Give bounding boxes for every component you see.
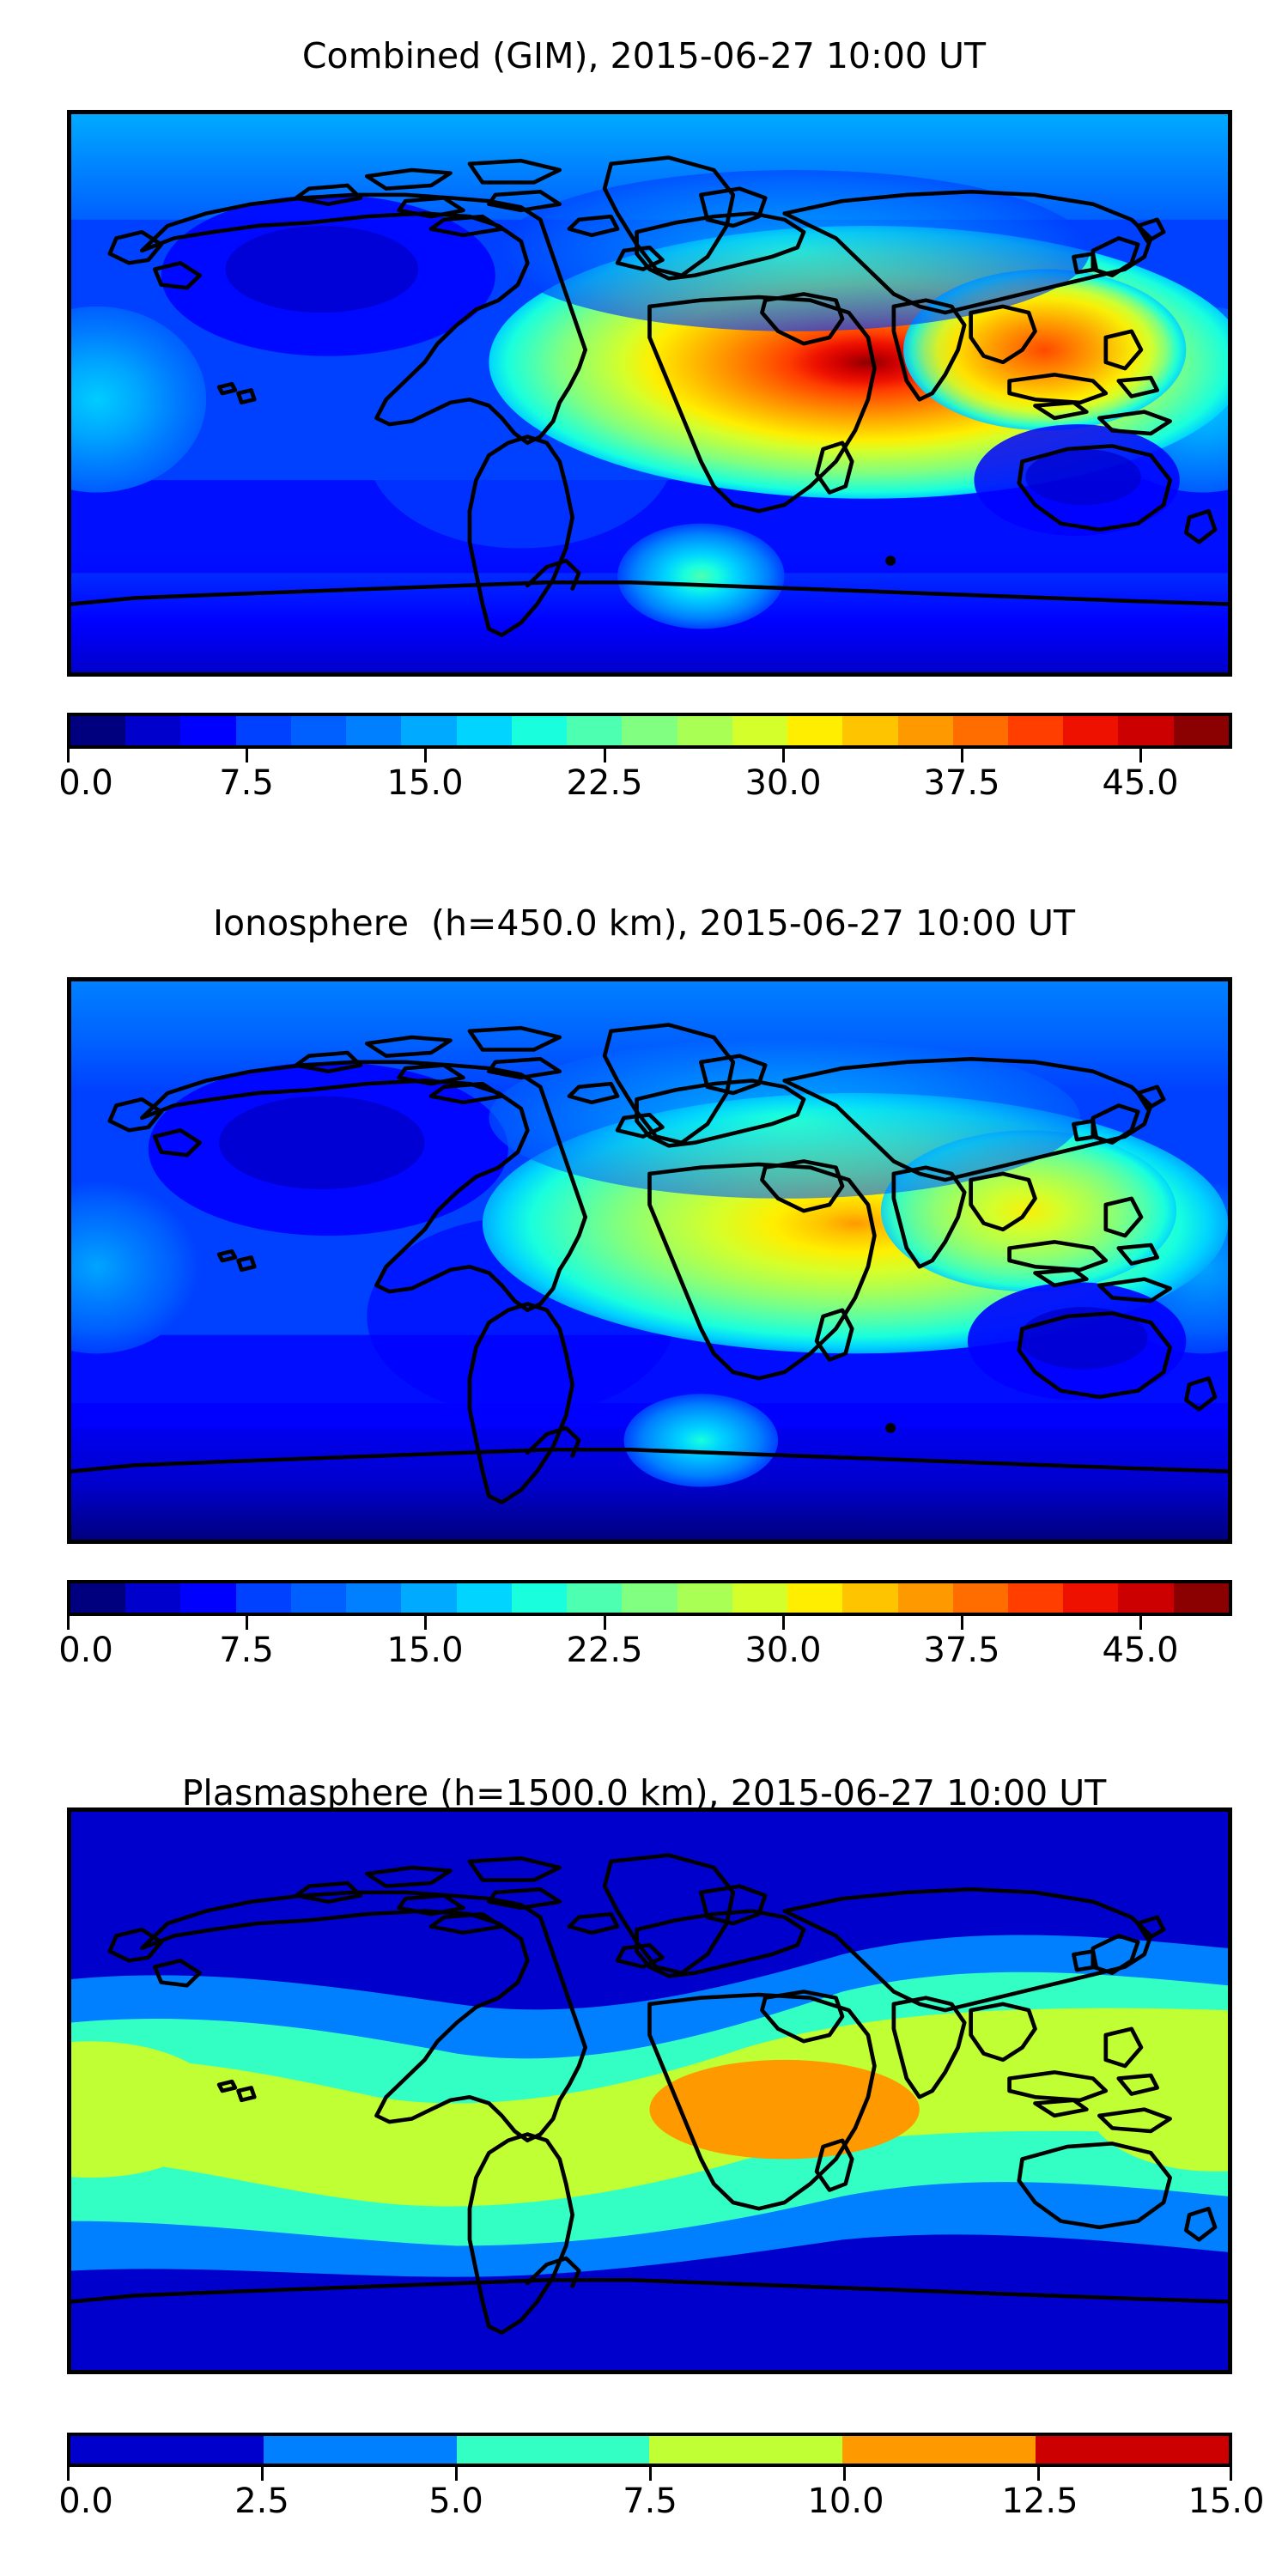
panel-ionosphere: Ionosphere (h=450.0 km), 2015-06-27 10:0… — [0, 867, 1288, 1726]
colorbar-gradient-ionosphere — [67, 1580, 1232, 1616]
tec-field-combined-gim — [71, 114, 1228, 672]
colorbar-combined-gim: 0.0 7.5 15.0 22.5 30.0 37.5 45.0 — [58, 713, 1232, 800]
map-combined-gim — [67, 110, 1232, 677]
cbar1-tick-6: 45.0 — [1102, 763, 1179, 803]
cbar3-tick-1: 2.5 — [234, 2482, 289, 2521]
panel-title-combined-gim: Combined (GIM), 2015-06-27 10:00 UT — [301, 35, 987, 76]
cbar2-tick-4: 30.0 — [744, 1631, 822, 1670]
cbar2-tick-0: 0.0 — [58, 1631, 113, 1670]
cbar2-tick-1: 7.5 — [219, 1631, 274, 1670]
panel-combined-gim: Combined (GIM), 2015-06-27 10:00 UT — [0, 0, 1288, 859]
panel-title-ionosphere: Ionosphere (h=450.0 km), 2015-06-27 10:0… — [212, 902, 1076, 944]
cbar1-tick-1: 7.5 — [219, 763, 274, 803]
cbar1-tick-0: 0.0 — [58, 763, 113, 803]
tec-field-ionosphere — [71, 981, 1228, 1540]
tec-field-plasmasphere — [71, 1812, 1228, 2370]
coastlines-combined-gim — [71, 155, 1228, 637]
cbar3-tick-4: 10.0 — [807, 2482, 884, 2521]
coastlines-plasmasphere — [71, 1853, 1228, 2335]
colorbar-gradient-plasmasphere — [67, 2433, 1232, 2467]
cbar3-tick-6: 15.0 — [1188, 2482, 1265, 2521]
cbar1-tick-5: 37.5 — [923, 763, 1000, 803]
cbar3-tick-5: 12.5 — [1001, 2482, 1078, 2521]
panel-plasmasphere: Plasmasphere (h=1500.0 km), 2015-06-27 1… — [0, 1735, 1288, 2576]
map-plasmasphere — [67, 1807, 1232, 2374]
cbar3-tick-2: 5.0 — [428, 2482, 483, 2521]
coastlines-ionosphere — [71, 1023, 1228, 1504]
cbar3-tick-0: 0.0 — [58, 2482, 113, 2521]
colorbar-plasmasphere: 0.0 2.5 5.0 7.5 10.0 12.5 15.0 — [58, 2433, 1265, 2518]
cbar1-tick-3: 22.5 — [566, 763, 643, 803]
panel-title-plasmasphere: Plasmasphere (h=1500.0 km), 2015-06-27 1… — [181, 1772, 1107, 1814]
cbar3-tick-3: 7.5 — [623, 2482, 677, 2521]
cbar1-tick-2: 15.0 — [386, 763, 464, 803]
colorbar-ionosphere: 0.0 7.5 15.0 22.5 30.0 37.5 45.0 — [58, 1580, 1232, 1668]
cbar2-tick-6: 45.0 — [1102, 1631, 1179, 1670]
cbar1-tick-4: 30.0 — [744, 763, 822, 803]
cbar2-tick-5: 37.5 — [923, 1631, 1000, 1670]
cbar2-tick-2: 15.0 — [386, 1631, 464, 1670]
colorbar-gradient-combined-gim — [67, 713, 1232, 749]
cbar2-tick-3: 22.5 — [566, 1631, 643, 1670]
map-ionosphere — [67, 977, 1232, 1544]
